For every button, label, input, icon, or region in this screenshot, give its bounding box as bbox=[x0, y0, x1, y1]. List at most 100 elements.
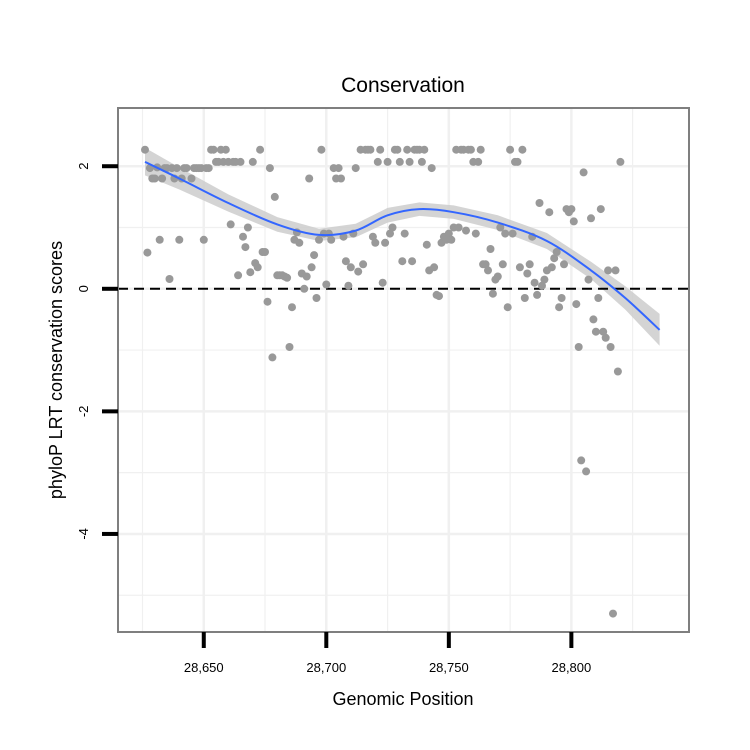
data-point bbox=[310, 251, 319, 260]
data-point bbox=[172, 164, 181, 173]
data-point bbox=[288, 303, 296, 312]
data-point bbox=[141, 145, 149, 154]
data-point bbox=[263, 297, 272, 306]
data-point bbox=[435, 292, 443, 301]
y-tick-label: 2 bbox=[76, 163, 91, 170]
data-point bbox=[498, 260, 507, 269]
chart-title: Conservation bbox=[341, 74, 465, 97]
data-point bbox=[560, 260, 568, 269]
data-point bbox=[403, 145, 412, 154]
x-tick-label: 28,650 bbox=[184, 660, 224, 675]
data-point bbox=[199, 235, 208, 244]
data-point bbox=[496, 223, 505, 232]
data-point bbox=[337, 174, 345, 183]
data-point bbox=[354, 267, 363, 276]
data-point bbox=[359, 260, 368, 269]
data-point bbox=[609, 609, 617, 618]
y-tick-label: -2 bbox=[76, 406, 91, 418]
data-point bbox=[474, 157, 483, 166]
data-point bbox=[246, 268, 255, 277]
data-point bbox=[589, 315, 598, 324]
data-point bbox=[523, 269, 532, 278]
data-point bbox=[261, 248, 269, 256]
data-point bbox=[550, 254, 559, 263]
data-point bbox=[574, 343, 583, 351]
data-point bbox=[596, 205, 605, 214]
data-point bbox=[143, 248, 152, 257]
data-point bbox=[508, 229, 517, 238]
x-axis-ticks: 28,650 28,700 28,750 28,800 bbox=[184, 632, 591, 675]
x-tick-label: 28,800 bbox=[551, 660, 591, 675]
data-point bbox=[283, 273, 292, 282]
data-point bbox=[569, 217, 578, 226]
data-point bbox=[567, 205, 576, 214]
data-point bbox=[572, 300, 581, 309]
data-point bbox=[395, 157, 404, 166]
data-point bbox=[344, 281, 353, 290]
data-point bbox=[484, 266, 492, 275]
y-axis-title: phyloP LRT conservation scores bbox=[46, 241, 66, 499]
data-point bbox=[520, 294, 529, 302]
data-point bbox=[616, 157, 625, 166]
data-point bbox=[346, 263, 355, 272]
data-point bbox=[256, 145, 265, 154]
data-point bbox=[209, 145, 218, 154]
data-point bbox=[388, 223, 397, 232]
data-point bbox=[322, 280, 331, 289]
data-point bbox=[579, 168, 588, 177]
data-point bbox=[557, 294, 566, 302]
data-point bbox=[398, 257, 407, 266]
data-point bbox=[268, 353, 277, 362]
data-point bbox=[351, 164, 360, 173]
data-point bbox=[270, 192, 279, 201]
data-point bbox=[582, 467, 591, 476]
y-tick-label: 0 bbox=[76, 285, 91, 292]
x-axis-title: Genomic Position bbox=[332, 689, 473, 709]
points-layer bbox=[141, 145, 625, 618]
data-point bbox=[501, 229, 510, 238]
data-point bbox=[373, 157, 382, 166]
data-point bbox=[243, 223, 252, 232]
data-point bbox=[175, 235, 184, 244]
data-point bbox=[599, 327, 608, 336]
data-point bbox=[488, 289, 497, 298]
y-tick-label: -4 bbox=[76, 528, 91, 540]
panel-border bbox=[117, 107, 690, 633]
data-point bbox=[368, 232, 377, 241]
data-point bbox=[538, 281, 546, 290]
y-axis-ticks: -4 -2 0 2 bbox=[76, 163, 118, 540]
data-point bbox=[417, 157, 426, 166]
data-point bbox=[594, 294, 603, 302]
data-point bbox=[503, 303, 512, 312]
data-point bbox=[533, 290, 542, 299]
data-point bbox=[155, 235, 164, 244]
data-point bbox=[386, 229, 394, 238]
data-point bbox=[371, 238, 380, 247]
data-point bbox=[285, 343, 294, 351]
data-point bbox=[341, 257, 350, 266]
data-point bbox=[587, 214, 595, 223]
data-point bbox=[604, 266, 613, 275]
data-point bbox=[420, 145, 429, 154]
data-point bbox=[408, 257, 417, 266]
data-point bbox=[234, 271, 243, 280]
data-point bbox=[150, 174, 159, 183]
data-point bbox=[547, 263, 556, 272]
data-point bbox=[493, 272, 502, 281]
data-point bbox=[555, 303, 564, 312]
data-point bbox=[300, 284, 309, 293]
data-point bbox=[239, 232, 247, 241]
data-point bbox=[241, 243, 250, 252]
data-point bbox=[611, 266, 620, 275]
data-point bbox=[613, 367, 622, 376]
data-point bbox=[518, 145, 527, 154]
data-point bbox=[444, 229, 453, 238]
data-point bbox=[302, 272, 311, 281]
data-point bbox=[405, 157, 414, 166]
data-point bbox=[305, 174, 314, 183]
data-point bbox=[400, 229, 409, 238]
data-point bbox=[204, 164, 213, 173]
data-point bbox=[545, 208, 554, 217]
data-point bbox=[327, 235, 336, 244]
data-point bbox=[376, 145, 385, 154]
